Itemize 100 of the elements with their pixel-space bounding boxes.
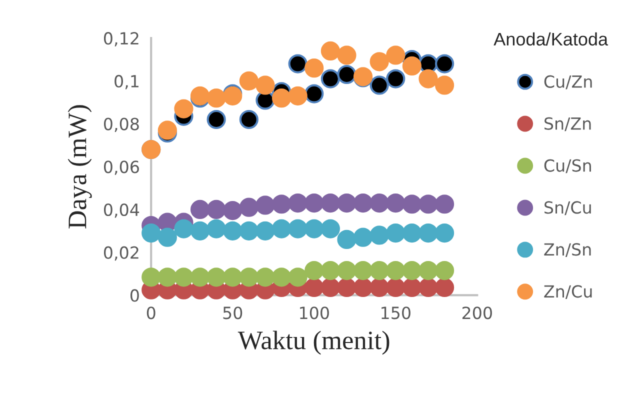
x-axis-title: Waktu (menit) [238,330,390,355]
legend-label: Sn/Zn [544,117,591,132]
point [370,226,389,245]
point [206,268,226,287]
point [190,268,210,287]
point [434,224,454,243]
point [386,46,406,65]
point [239,110,258,130]
point [223,268,242,287]
point [418,278,438,298]
point [418,224,438,243]
y-axis-title: Daya (mW) [68,105,92,229]
legend-label: Sn/Cu [544,201,591,216]
point [370,278,389,298]
point [304,278,324,298]
point [304,84,324,104]
point [158,120,177,140]
point [386,278,406,298]
point [223,201,242,220]
legend-label: Zn/Cu [544,285,592,300]
point [256,221,275,240]
point [370,76,389,95]
point [158,228,177,247]
point [174,268,194,287]
point [386,194,406,213]
point [402,56,422,76]
point [434,76,454,95]
point [353,194,373,213]
point [174,219,194,238]
legend-label: Cu/Zn [544,75,592,90]
point [320,194,340,213]
point [304,194,324,213]
point [206,200,226,220]
point [353,228,373,247]
point [320,219,340,238]
point [223,221,242,240]
point [337,278,356,298]
point [320,278,340,298]
point [418,194,438,214]
point [337,230,356,250]
legend-label: Zn/Sn [544,243,591,258]
point [142,224,161,243]
point [239,221,258,240]
point [370,260,389,280]
point [386,69,406,88]
point [337,64,356,84]
point [239,71,258,90]
point [320,69,340,88]
point [304,219,324,238]
y-tick-label: 0,04 [104,203,140,218]
point [288,54,308,74]
point [304,260,324,280]
point [434,194,454,214]
point [353,278,373,298]
point [272,194,292,214]
point [434,260,454,280]
point [288,268,308,287]
point [206,110,226,130]
x-tick-label: 100 [300,306,329,320]
y-tick-label: 0,02 [104,246,138,261]
point [256,76,275,95]
point [386,224,406,243]
point [174,99,194,118]
point [418,69,438,88]
point [434,54,454,74]
point [402,260,422,280]
y-tick-label: 0,12 [104,32,138,46]
point [272,88,292,108]
point [418,260,438,280]
point [206,219,226,238]
point [256,268,275,287]
point [353,260,373,280]
point [402,194,422,214]
point [190,221,210,240]
point [402,224,422,243]
point [370,52,389,72]
point [272,268,292,287]
point [158,268,177,287]
point [337,260,356,280]
y-tick-label: 0 [130,289,139,302]
point [337,194,356,213]
legend-title: Anoda/Katoda [494,32,608,46]
point [386,260,406,280]
point [370,194,389,213]
point [256,196,275,215]
point [304,58,324,78]
point [288,194,308,213]
point [337,46,356,65]
point [288,86,308,106]
x-tick-label: 200 [462,306,492,320]
x-tick-label: 50 [223,306,242,320]
point [142,268,161,287]
point [206,88,226,108]
x-tick-label: 150 [382,306,410,320]
point [288,219,308,238]
point [239,198,258,217]
point [320,41,340,60]
y-tick-label: 0,1 [114,74,138,90]
point [272,219,292,238]
point [320,260,340,280]
